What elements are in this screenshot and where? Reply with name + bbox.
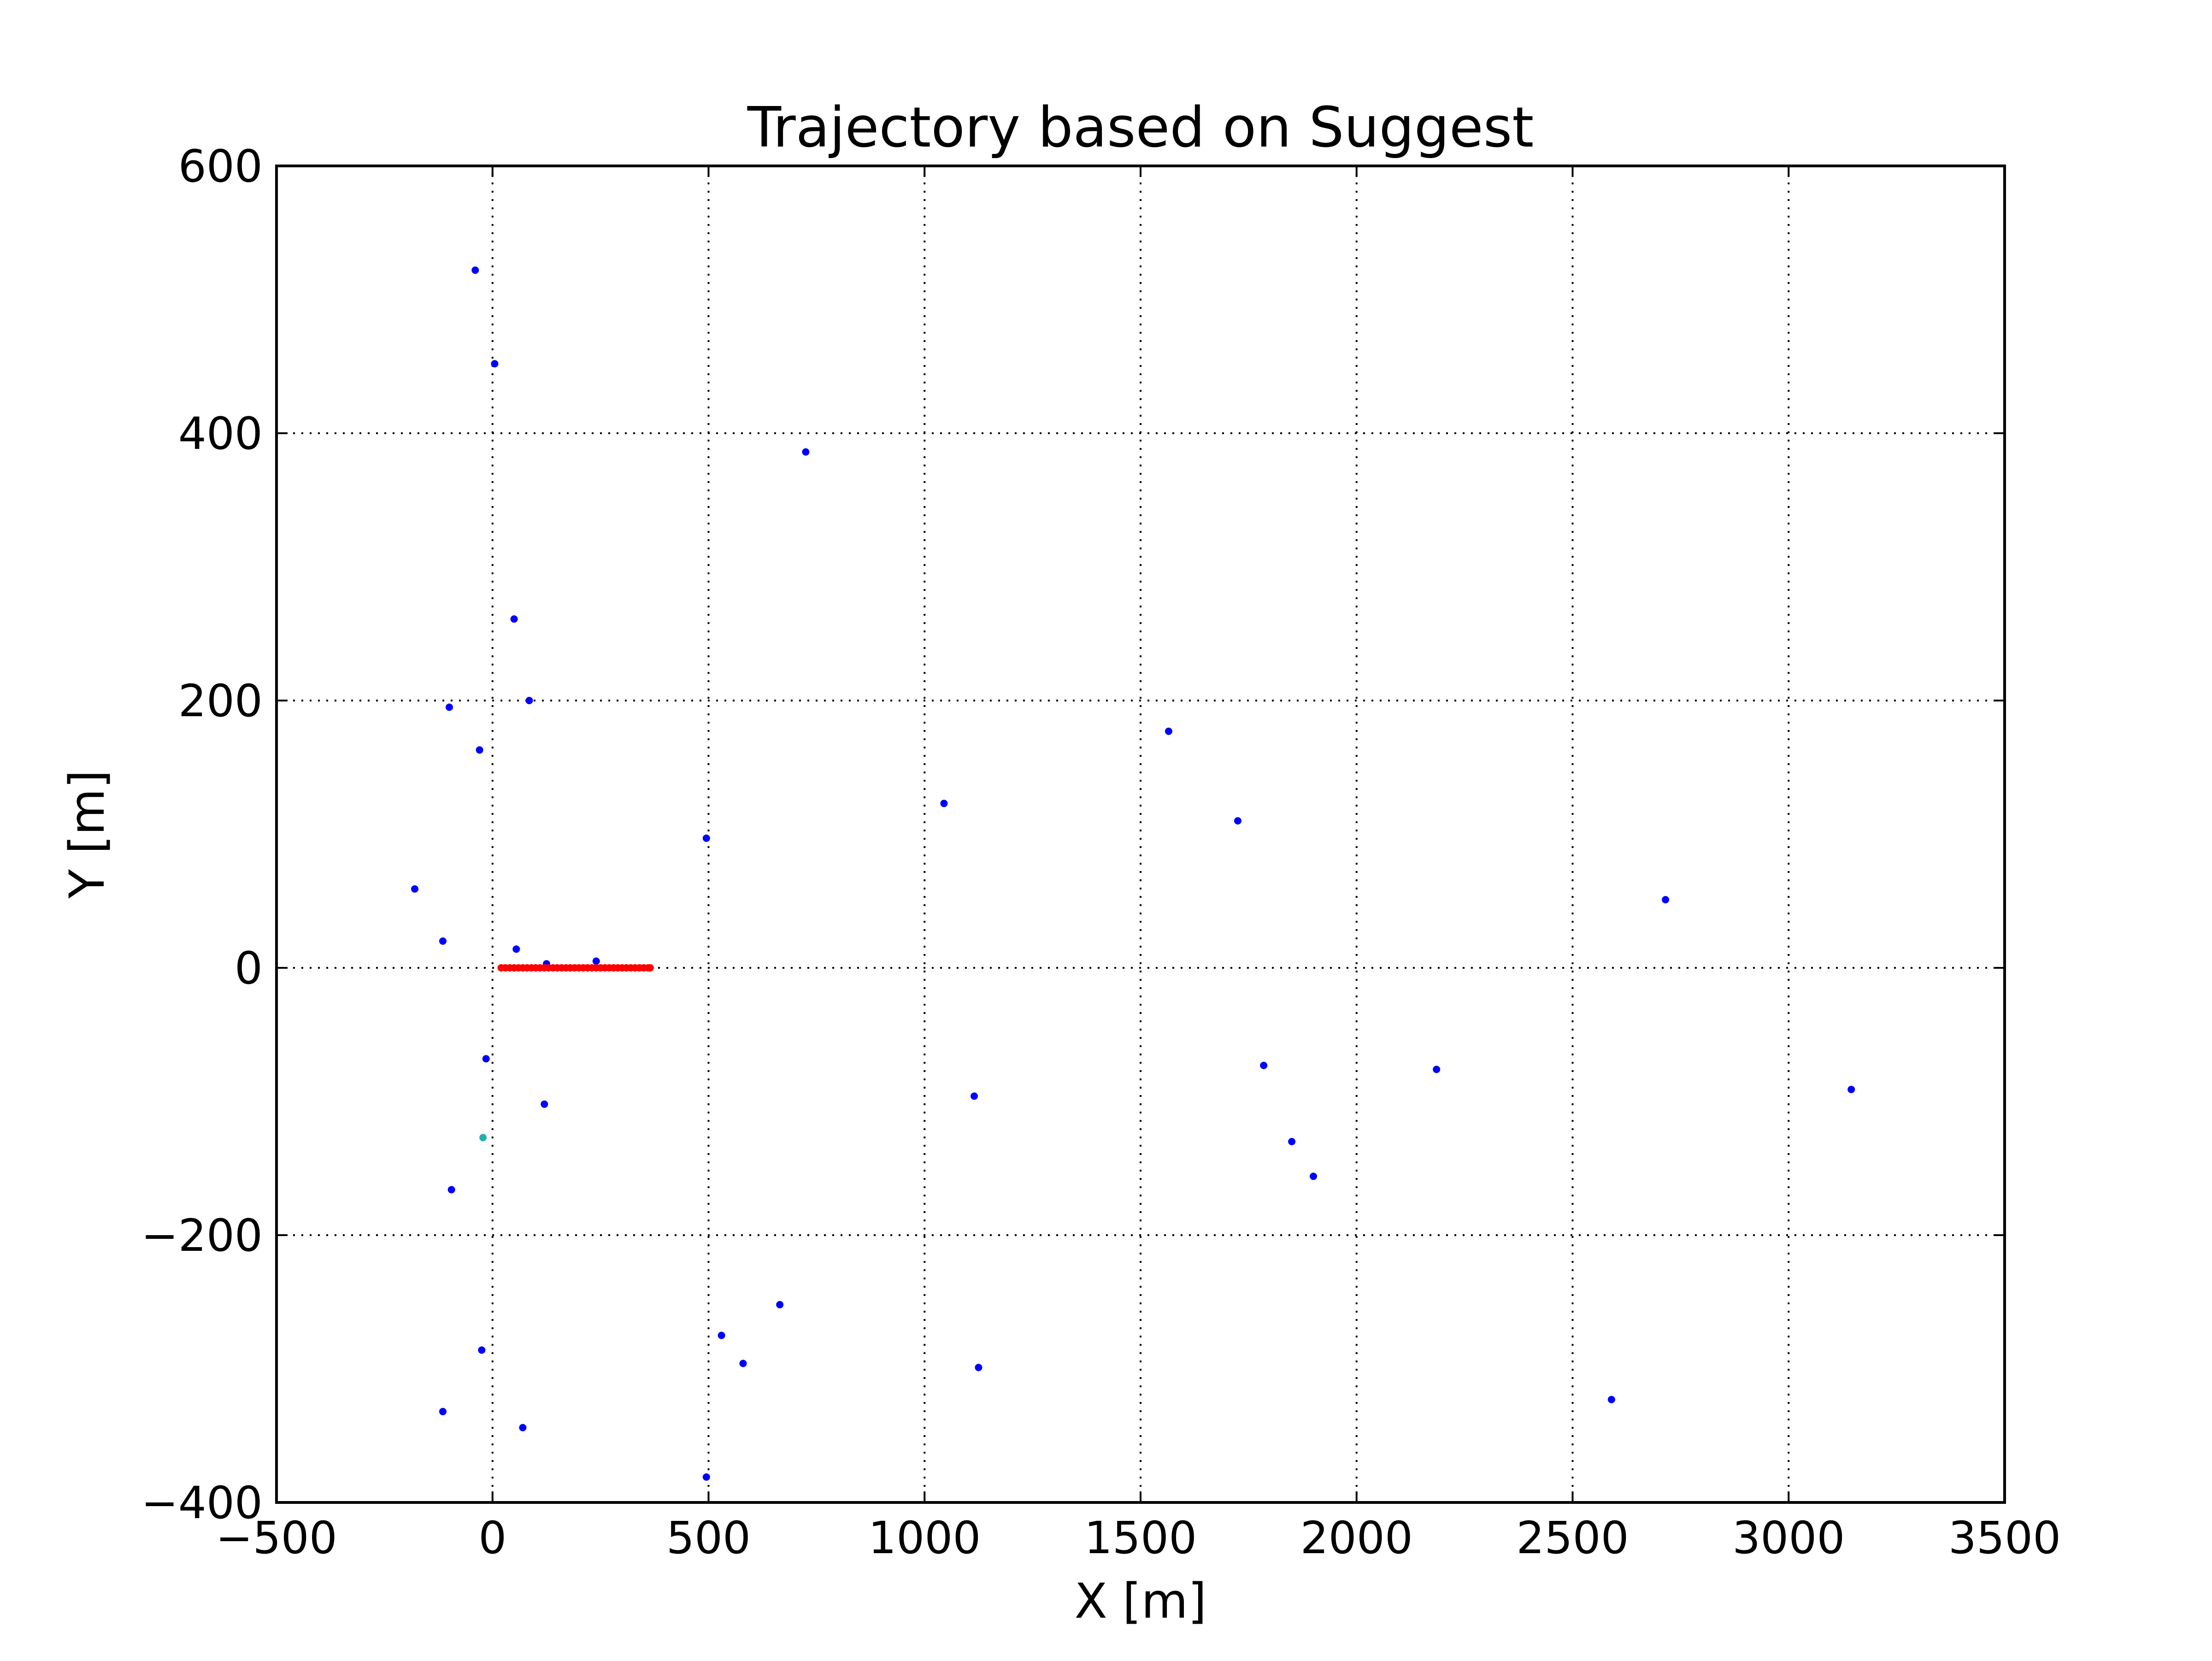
data-point (1288, 1138, 1296, 1145)
data-point (479, 1134, 487, 1142)
data-point (802, 448, 810, 456)
data-point (525, 697, 533, 704)
data-point (1847, 1085, 1855, 1093)
x-tick-label: 1500 (1084, 1512, 1197, 1564)
x-tick-label: −500 (216, 1512, 337, 1564)
data-point (482, 1055, 490, 1063)
data-points (411, 266, 1855, 1481)
x-tick-label: 500 (666, 1512, 751, 1564)
y-tick-label: 200 (178, 675, 263, 727)
data-point (646, 964, 654, 972)
data-point (411, 885, 418, 893)
data-point (512, 945, 520, 953)
x-tick-label: 0 (478, 1512, 506, 1564)
data-point (739, 1360, 747, 1367)
data-point (1260, 1061, 1268, 1069)
data-point (1310, 1172, 1317, 1180)
data-point (776, 1301, 784, 1308)
data-point (541, 1100, 548, 1108)
data-point (491, 360, 499, 368)
data-point (519, 1424, 527, 1431)
axis-ticks: −500 0 500 1000 1500 2000 2500 3000 3500−400−200… (141, 141, 2061, 1564)
x-tick-label: 2500 (1516, 1512, 1629, 1564)
x-axis-label: X [m] (1075, 1573, 1207, 1629)
grid-lines (276, 166, 2005, 1502)
plot-background (276, 166, 2005, 1502)
data-point (971, 1092, 978, 1100)
data-point (476, 746, 483, 754)
y-tick-label: −400 (141, 1477, 263, 1529)
y-tick-label: −200 (141, 1210, 263, 1261)
data-point (478, 1346, 486, 1354)
data-point (471, 266, 479, 274)
data-point (940, 800, 948, 807)
data-point (1433, 1066, 1441, 1073)
y-tick-label: 400 (178, 408, 263, 459)
data-point (1662, 896, 1670, 904)
chart-title: Trajectory based on Suggest (747, 96, 1534, 160)
data-point (439, 937, 447, 945)
data-point (702, 1473, 710, 1481)
y-tick-label: 0 (235, 942, 263, 994)
x-tick-label: 1000 (868, 1512, 981, 1564)
x-tick-label: 3000 (1732, 1512, 1845, 1564)
data-point (447, 1186, 455, 1194)
data-point (439, 1408, 447, 1415)
x-tick-label: 2000 (1300, 1512, 1413, 1564)
data-point (510, 615, 518, 623)
data-point (592, 957, 600, 965)
data-point (1165, 727, 1172, 735)
data-point (975, 1364, 982, 1372)
data-point (702, 834, 710, 842)
x-tick-label: 3500 (1948, 1512, 2061, 1564)
y-tick-label: 600 (178, 141, 263, 192)
y-axis-label: Y [m] (59, 770, 115, 899)
data-point (1607, 1396, 1615, 1403)
data-point (718, 1331, 725, 1339)
data-point (446, 703, 453, 711)
data-point (1234, 817, 1241, 825)
